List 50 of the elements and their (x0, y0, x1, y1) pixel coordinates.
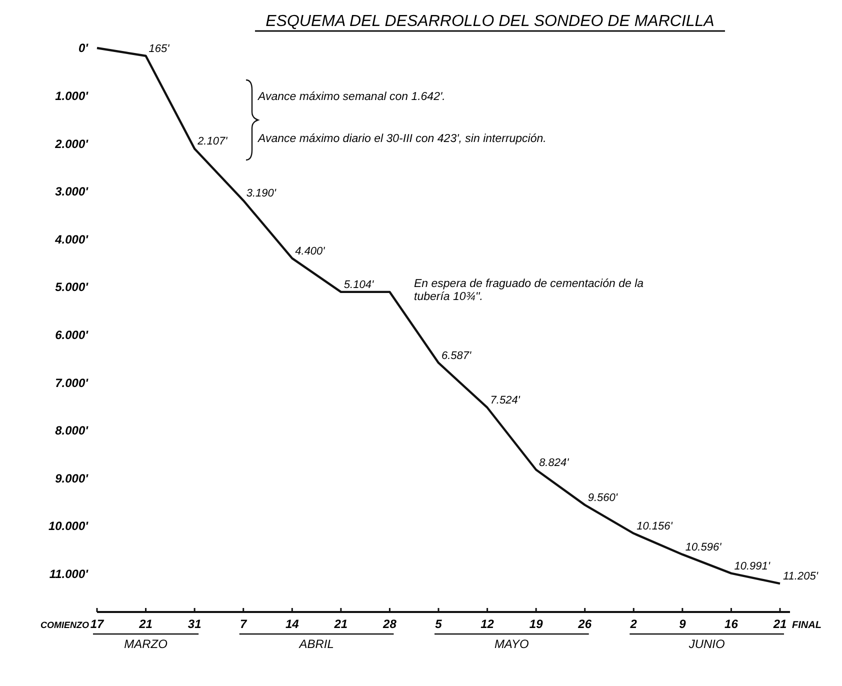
data-label: 4.400' (295, 245, 326, 258)
x-tick-label: 5 (435, 617, 442, 631)
data-label: 5.104' (344, 278, 374, 291)
x-tick-label: 21 (333, 617, 348, 631)
data-label: 2.107' (196, 136, 228, 148)
y-tick-label: 5.000' (55, 280, 90, 294)
x-tick-label: 16 (724, 617, 738, 631)
data-label: 10.596' (685, 541, 722, 554)
data-label: 7.524' (490, 394, 521, 407)
data-label: 11.205' (783, 570, 819, 583)
x-tick-label: 31 (188, 617, 202, 631)
x-tick-label: 2 (629, 617, 638, 631)
x-tick-label: 9 (679, 617, 686, 631)
y-tick-label: 9.000' (55, 471, 90, 486)
data-label: 3.190' (246, 187, 277, 200)
text: COMIENZO (40, 620, 89, 630)
data-label: 6.587' (442, 350, 472, 362)
y-tick-label: 7.000' (55, 376, 90, 390)
x-tick-label: 12 (480, 617, 494, 631)
y-tick-label: 11.000' (49, 566, 90, 581)
y-tick-label: 4.000' (54, 232, 90, 246)
annotation: En espera de fraguado de cementación de la tubería 10¾''. (414, 278, 644, 303)
x-tick-label: 26 (577, 617, 592, 631)
y-tick-label: 2.000' (54, 136, 90, 151)
y-tick-label: 8.000' (55, 424, 90, 438)
data-label: 10.991' (734, 560, 771, 572)
y-tick-label: 1.000' (55, 88, 90, 103)
data-label: 10.156' (636, 520, 674, 532)
text: ABRIL (298, 637, 334, 651)
chart-title: ESQUEMA DEL DESARROLLO DEL SONDEO DE MARCILLA (266, 13, 714, 30)
data-label: 9.560' (588, 492, 618, 504)
x-tick-label: 17 (90, 617, 105, 631)
text: MAYO (494, 637, 529, 651)
y-tick-label: 3.000' (55, 184, 90, 199)
x-tick-label: 19 (529, 617, 544, 631)
y-tick-label: 6.000' (55, 328, 90, 342)
data-label: 165' (148, 42, 170, 55)
x-tick-label: 21 (772, 617, 787, 631)
annotation: Avance máximo semanal con 1.642'. (257, 91, 446, 103)
text: MARZO (124, 637, 168, 651)
y-tick-label: 0' (78, 41, 90, 56)
y-tick-label: 10.000' (48, 519, 90, 534)
data-label: 8.824' (539, 456, 570, 469)
x-tick-label: 21 (138, 617, 153, 631)
x-tick-label: 7 (240, 617, 248, 631)
text: JUNIO (688, 637, 725, 651)
annotation: Avance máximo diario el 30-III con 423', sin interrupción. (257, 133, 546, 145)
x-tick-label: 14 (285, 617, 300, 631)
text: FINAL (792, 620, 822, 631)
x-tick-label: 28 (382, 617, 397, 631)
